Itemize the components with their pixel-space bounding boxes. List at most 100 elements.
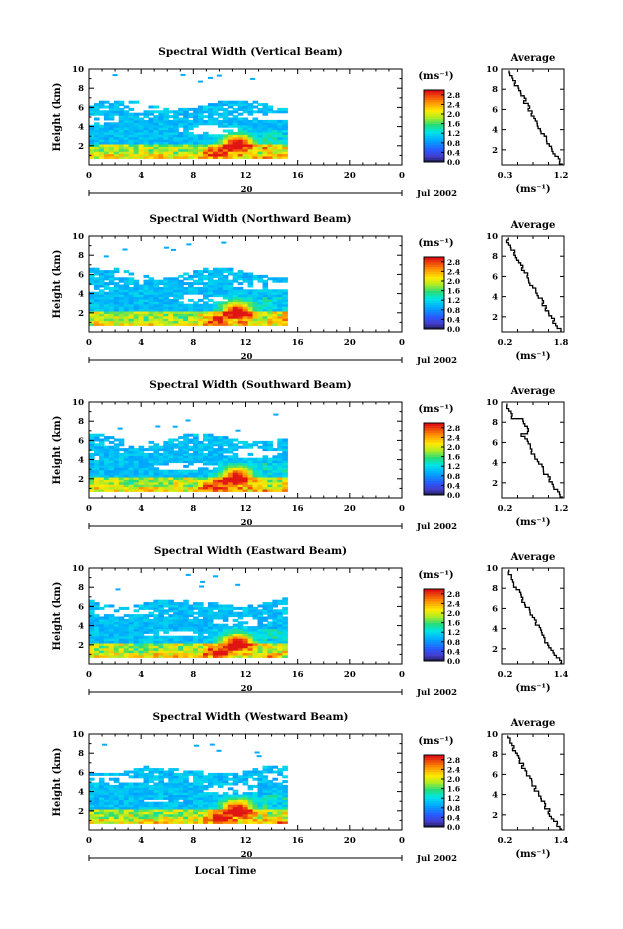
heatmap-cell — [103, 460, 110, 464]
heatmap-cell — [237, 654, 244, 658]
heatmap-cell — [173, 122, 179, 126]
heatmap-cell — [153, 448, 159, 452]
heatmap-cell — [133, 481, 140, 485]
heatmap-cell — [257, 306, 264, 310]
heatmap-cell — [227, 635, 234, 639]
heatmap-cell — [242, 772, 249, 776]
heatmap-cell — [227, 654, 234, 658]
heatmap-cell — [237, 134, 244, 138]
heatmap-cell — [89, 467, 95, 471]
heatmap-cell — [148, 141, 155, 145]
heatmap-cell — [103, 488, 110, 492]
heatmap-cell — [217, 640, 224, 644]
heatmap-cell — [227, 303, 234, 307]
heatmap-cell — [282, 599, 288, 603]
heatmap-cell — [222, 801, 229, 805]
heatmap-cell — [207, 438, 214, 442]
average-title: Average — [510, 552, 556, 563]
heatmap-cell — [163, 775, 169, 779]
heatmap-cell — [217, 623, 224, 627]
heatmap-cell — [123, 633, 130, 637]
heatmap-cell — [108, 440, 115, 444]
heatmap-cell — [282, 801, 288, 805]
heatmap-cell — [158, 286, 164, 290]
heatmap-cell — [123, 129, 130, 133]
heatmap-cell — [242, 647, 249, 651]
heatmap-cell — [173, 443, 179, 447]
colorbar-tick-label: 2.4 — [447, 267, 460, 276]
heatmap-cell — [178, 322, 184, 326]
heatmap-cell — [282, 650, 288, 654]
heatmap-cell — [153, 768, 159, 772]
heatmap-cell — [89, 452, 95, 456]
colorbar-segment — [424, 454, 444, 457]
heatmap-cell — [212, 816, 219, 820]
heatmap-cell — [113, 289, 120, 293]
heatmap-cell — [267, 789, 273, 793]
heatmap-cell — [133, 640, 140, 644]
heatmap-cell — [94, 122, 100, 126]
heatmap-cell — [252, 784, 259, 788]
heatmap-cell — [212, 467, 219, 471]
heatmap-cell — [203, 647, 209, 651]
heatmap-cell — [143, 112, 150, 116]
heatmap-cell — [203, 110, 209, 114]
colorbar-tick-label: 0.8 — [447, 306, 460, 315]
heatmap-cell — [113, 455, 120, 459]
heatmap-cell — [193, 789, 199, 793]
heatmap-cell — [203, 804, 209, 808]
heatmap-cell — [103, 308, 110, 312]
heatmap-cell — [188, 112, 194, 116]
heatmap-cell — [198, 614, 204, 618]
heatmap-cell — [118, 488, 125, 492]
heatmap-cell — [103, 476, 110, 480]
heatmap-cell — [183, 599, 189, 603]
heatmap-cell — [252, 291, 259, 295]
heatmap-cell — [89, 127, 95, 131]
heatmap-cell — [212, 486, 219, 490]
heatmap-cell — [247, 820, 254, 824]
y-axis-label: Height (km) — [52, 250, 63, 319]
heatmap-cell — [282, 143, 288, 147]
heatmap-cell — [188, 787, 194, 791]
heatmap-cell — [153, 474, 159, 478]
heatmap-cell — [242, 313, 249, 317]
heatmap-cell — [148, 315, 155, 319]
heatmap-cell — [98, 272, 105, 276]
heatmap-cell — [94, 799, 100, 803]
colorbar-segment — [424, 118, 444, 122]
heatmap-cell — [173, 306, 179, 310]
colorbar-segment — [424, 449, 444, 453]
heatmap-cell — [98, 782, 105, 786]
heatmap-cell — [138, 134, 145, 138]
heatmap-cell — [257, 633, 264, 637]
heatmap-cell — [282, 816, 288, 820]
heatmap-cell — [123, 816, 130, 820]
heatmap-cell — [123, 621, 130, 625]
heatmap-cell — [203, 621, 209, 625]
heatmap-cell — [183, 606, 189, 610]
heatmap-cell — [108, 614, 115, 618]
heatmap-cell — [222, 618, 229, 622]
heatmap-cell — [138, 462, 145, 466]
heatmap-cell — [113, 780, 120, 784]
heatmap-cell — [94, 308, 100, 312]
heatmap-cell — [128, 472, 135, 476]
x-tick-label: 16 — [292, 836, 304, 846]
heatmap-cell — [148, 464, 155, 468]
day-label: 20 — [241, 684, 253, 694]
heatmap-cell — [193, 320, 199, 324]
heatmap-cell — [257, 621, 264, 625]
heatmap-cell — [89, 799, 95, 803]
heatmap-cell — [163, 440, 169, 444]
heatmap-cell — [158, 794, 164, 798]
heatmap-cell — [128, 119, 135, 123]
heatmap-cell — [277, 626, 283, 630]
colorbar-segment — [424, 622, 444, 626]
heatmap-cell — [98, 310, 105, 314]
heatmap-cell — [203, 318, 209, 322]
heatmap-cell — [128, 642, 135, 646]
heatmap-cell — [128, 621, 135, 625]
heatmap-cell — [163, 141, 169, 145]
heatmap-cell — [148, 146, 155, 150]
